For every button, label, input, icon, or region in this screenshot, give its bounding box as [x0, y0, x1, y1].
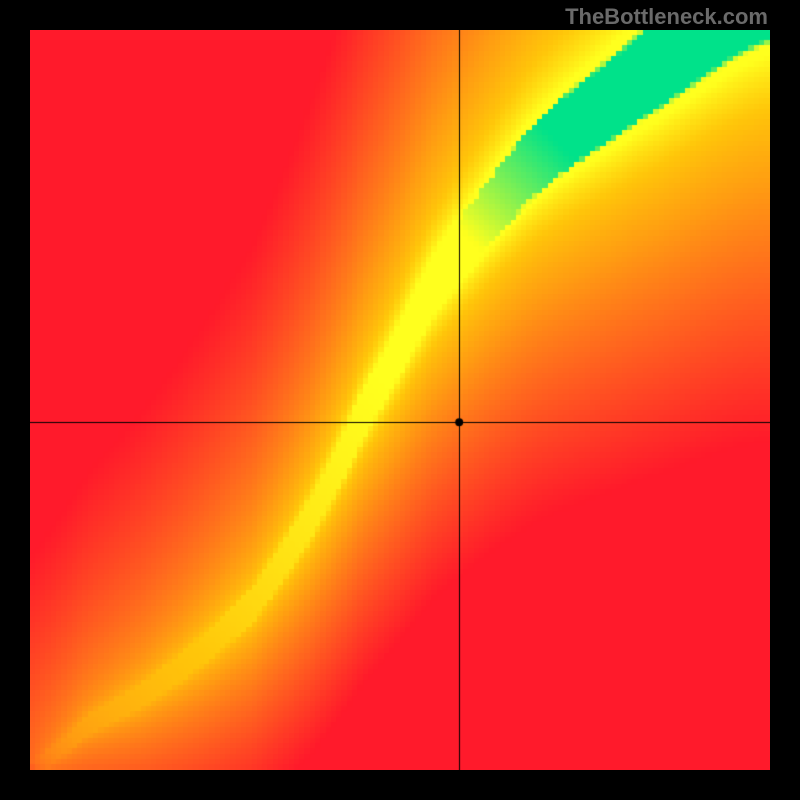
- watermark-text: TheBottleneck.com: [565, 4, 768, 30]
- chart-container: { "canvas": { "width": 800, "height": 80…: [0, 0, 800, 800]
- heatmap-plot: [30, 30, 770, 770]
